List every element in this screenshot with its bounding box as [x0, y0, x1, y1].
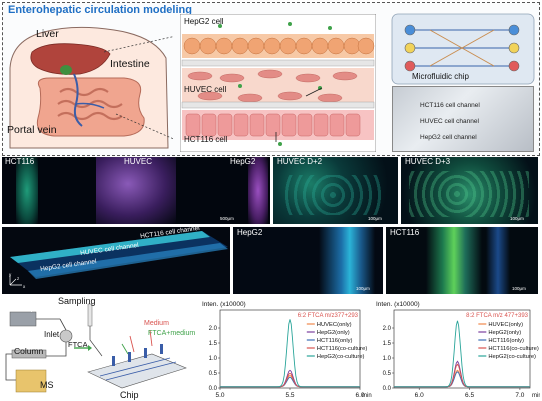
- organ-illustration: [9, 26, 174, 149]
- sampling-syringe: [87, 303, 93, 327]
- x-tick-label: 6.5: [465, 392, 474, 399]
- axis-label-z: z: [17, 276, 20, 281]
- micrograph-label-huvec-d3: HUVEC D+3: [405, 157, 451, 166]
- legend-entry: HCT116(only): [317, 338, 353, 344]
- legend-entry: HCT116(co-culture): [488, 346, 539, 352]
- y-tick-label: 2.0: [209, 326, 218, 332]
- x-tick-label: 6.0: [355, 392, 364, 399]
- y-tick-label: 0.5: [383, 371, 392, 377]
- intestine-label: Intestine: [110, 58, 150, 70]
- channel-label-huvec: HUVEC cell channel: [420, 118, 479, 125]
- medium-label: Medium: [144, 320, 169, 327]
- micrograph-hepg2: [233, 227, 383, 294]
- chip-label: Chip: [120, 390, 139, 400]
- channel-label-hepg2: HepG2 cell channel: [420, 134, 477, 141]
- hepg2-cells: [183, 37, 375, 55]
- scale-bar-100um-d2: 100μm: [368, 216, 382, 221]
- schematic-title: Enterohepatic circulation modeling: [8, 4, 192, 16]
- chromatogram-chart-2: Inten. (x10000) 0.0 0.5 1.0 1.5 2.0 6.0 6.5 7.0 m…: [376, 301, 540, 399]
- legend-entry: HUVEC(only): [317, 322, 352, 328]
- legend-entry: HCT116(only): [488, 338, 524, 344]
- y-tick-label: 1.0: [209, 356, 218, 362]
- chip-ports: [404, 24, 520, 72]
- scale-bar-500um: 500μm: [220, 216, 234, 221]
- y-tick-label: 0.5: [209, 371, 218, 377]
- ftca-label: FTCA: [68, 340, 88, 349]
- sampling-label: Sampling: [58, 296, 96, 306]
- y-tick-label: 0.0: [383, 386, 392, 392]
- ms-box: [15, 369, 47, 393]
- ftca-medium-label: FTCA+medium: [148, 330, 196, 337]
- legend-entry: HUVEC(only): [488, 322, 523, 328]
- micrograph-label-hepg2-2: HepG2: [237, 228, 263, 237]
- y-tick-label: 2.0: [383, 326, 392, 332]
- pump-label: Pump: [12, 302, 36, 312]
- chip-plate: [87, 353, 187, 389]
- series-line-5: [220, 319, 360, 388]
- y-axis-label: Inten. (x10000): [376, 301, 420, 308]
- x-axis-label: min.: [532, 393, 540, 399]
- chart-title: 6:2 FTCA m/z377+293: [298, 313, 359, 319]
- lc-ms-setup-diagram: [5, 303, 187, 393]
- scale-bar-100um-d3: 100μm: [510, 216, 524, 221]
- transport-arrows: [275, 87, 323, 142]
- series-line-3: [220, 376, 360, 388]
- microfluidic-chip-illustration: [391, 13, 535, 85]
- micrograph-huvec-d3: [401, 157, 538, 224]
- legend-entry: HepG2(co-culture): [488, 354, 536, 360]
- micrograph-tiled-channels: [2, 157, 270, 224]
- portal-vein-label: Portal vein: [7, 124, 57, 136]
- x-axis-label: min.: [362, 393, 372, 399]
- axis-label-x: x: [23, 284, 26, 289]
- cell-layers-diagram: [180, 14, 376, 152]
- axis-label-y: y: [9, 272, 12, 277]
- micrograph-3d-channels: [2, 227, 230, 294]
- liver-shape: [30, 43, 111, 75]
- chip-photo: [392, 86, 534, 152]
- huvec-cell-label: HUVEC cell: [184, 85, 227, 94]
- micrograph-label-huvec: HUVEC: [124, 157, 153, 166]
- micrograph-label-hct116-2: HCT116: [390, 228, 420, 237]
- x-tick-label: 6.0: [415, 392, 424, 399]
- micrograph-label-hepg2: HepG2: [230, 157, 256, 166]
- inlet-label: Inlet: [44, 330, 60, 339]
- x-tick-label: 5.0: [215, 392, 224, 399]
- y-axis-label: Inten. (x10000): [202, 301, 246, 308]
- chromatogram-chart-1: Inten. (x10000) 0.0 0.5 1.0 1.5 2.0 5.0 5.5 6.0m…: [202, 301, 372, 399]
- scale-bar-100um-hepg2: 100μm: [356, 286, 370, 291]
- microfluidic-chip-label: Microfluidic chip: [412, 72, 469, 81]
- legend-entry: HCT116(co-culture): [317, 346, 368, 352]
- chart-title: 8:2 FTCA m/z 477+393: [466, 313, 529, 319]
- legend-entry: HepG2(only): [317, 330, 350, 336]
- liver-label: Liver: [36, 28, 59, 40]
- x-tick-label: 5.5: [285, 392, 294, 399]
- column-label: Column: [14, 346, 44, 356]
- x-tick-label: 7.0: [515, 392, 524, 399]
- channel-label-hct116: HCT116 cell channel: [420, 102, 480, 109]
- micrograph-huvec-d2: [273, 157, 398, 224]
- hepg2-cell-label: HepG2 cell: [184, 17, 224, 26]
- micrograph-hct116: [386, 227, 538, 294]
- y-tick-label: 1.5: [209, 341, 218, 347]
- y-tick-label: 0.0: [209, 386, 218, 392]
- micrograph-label-hct116: HCT116: [5, 157, 35, 166]
- hct116-cell-label: HCT116 cell: [184, 135, 228, 144]
- huvec-cells: [187, 69, 358, 103]
- molecule-dots: [218, 22, 332, 146]
- plot-frame: [393, 309, 531, 389]
- legend-entry: HepG2(co-culture): [317, 354, 365, 360]
- y-tick-label: 1.5: [383, 341, 392, 347]
- micrograph-label-huvec-d2: HUVEC D+2: [277, 157, 323, 166]
- hct116-cells: [185, 113, 361, 137]
- gallbladder-shape: [60, 65, 72, 75]
- legend-entry: HepG2(only): [488, 330, 521, 336]
- y-tick-label: 1.0: [383, 356, 392, 362]
- series-line-5: [394, 320, 530, 388]
- pump-box: [9, 311, 37, 327]
- axes-icon: [9, 275, 22, 286]
- ms-label: MS: [40, 380, 54, 390]
- scale-bar-100um-hct116: 100μm: [512, 286, 526, 291]
